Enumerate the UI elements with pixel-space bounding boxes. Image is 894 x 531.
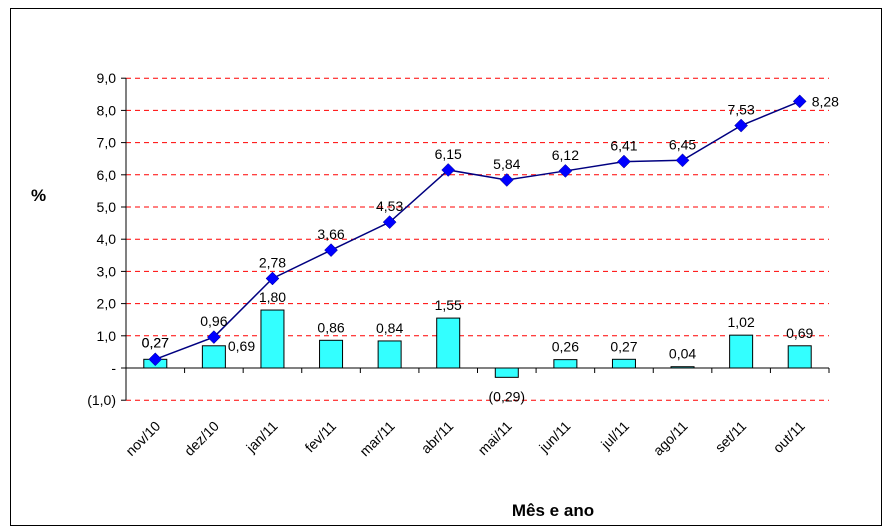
- x-tick-label: abr/11: [418, 418, 457, 457]
- x-tick-label: set/11: [712, 418, 750, 456]
- line-point: [148, 352, 163, 367]
- line-data-label: 6,45: [669, 136, 696, 152]
- axes: (1,0) - 1,0 2,0 3,0 4,0 5,0 6,0 7,0 8,0 9,0 nov/10 d…: [87, 70, 830, 460]
- line-point: [558, 164, 573, 178]
- y-tick-label: 7,0: [97, 135, 117, 151]
- bar: [670, 366, 695, 369]
- line-data-label: 8,28: [812, 93, 839, 109]
- y-axis-title: %: [31, 186, 46, 205]
- x-tick-label: mar/11: [356, 418, 398, 460]
- x-tick-label: out/11: [770, 418, 808, 456]
- y-tick-label: 2,0: [97, 296, 117, 312]
- line-point: [499, 173, 514, 187]
- bar-data-label: (0,29): [489, 388, 526, 404]
- bar: [377, 340, 402, 369]
- line-point: [382, 215, 397, 229]
- line-point: [734, 118, 748, 133]
- line-data-label: 4,53: [376, 198, 403, 214]
- line-data-label: 7,53: [728, 102, 755, 118]
- y-tick-label: 8,0: [97, 102, 117, 118]
- bar-data-label: 1,02: [728, 314, 755, 330]
- line-data-label: 6,15: [435, 146, 462, 162]
- bar-data-label: 0,26: [552, 339, 579, 355]
- y-tick-label: -: [111, 360, 116, 376]
- bar: [553, 359, 578, 369]
- bar-data-label: 0,69: [786, 325, 813, 341]
- bar-series: [143, 309, 812, 378]
- bar: [787, 345, 812, 369]
- bar: [201, 345, 226, 369]
- bar: [319, 339, 344, 369]
- line-data-label: 6,41: [610, 138, 637, 154]
- bar: [611, 358, 636, 369]
- x-tick-label: jan/11: [242, 418, 280, 456]
- line-point: [617, 154, 631, 169]
- line-data-label: 5,84: [493, 156, 520, 172]
- x-tick-label: fev/11: [302, 418, 340, 456]
- bar-data-label: 0,27: [610, 338, 637, 354]
- x-tick-label: jun/11: [535, 418, 573, 456]
- series-line: [155, 100, 800, 361]
- line-point: [207, 330, 221, 344]
- chart: (1,0) - 1,0 2,0 3,0 4,0 5,0 6,0 7,0 8,0 9,0 nov/10 d…: [31, 70, 840, 520]
- y-tick-label: 6,0: [97, 167, 117, 183]
- bar-data-label: 0,69: [228, 338, 255, 354]
- bar: [494, 367, 519, 378]
- line-point: [675, 153, 690, 168]
- bar-data-label: 0,27: [142, 334, 169, 350]
- line-series: [148, 94, 807, 367]
- y-tick-label: 1,0: [97, 328, 117, 344]
- bar-data-label: 0,86: [317, 319, 344, 335]
- bar-data-label: 1,55: [435, 297, 462, 313]
- y-tick-label: 3,0: [97, 263, 117, 279]
- line-point: [792, 94, 807, 109]
- line-point: [441, 163, 456, 177]
- bar: [436, 317, 461, 369]
- bar-data-label: 0,84: [376, 320, 403, 336]
- line-data-label: 0,96: [200, 313, 227, 329]
- x-tick-label: jul/11: [597, 418, 632, 453]
- line-point: [265, 271, 280, 286]
- gridlines: [126, 77, 829, 401]
- chart-frame: (1,0) - 1,0 2,0 3,0 4,0 5,0 6,0 7,0 8,0 9,0 nov/10 d…: [10, 8, 882, 526]
- bar-data-label: 0,04: [669, 346, 696, 362]
- line-point: [324, 243, 338, 258]
- y-tick-label: 4,0: [97, 231, 117, 247]
- x-tick-label: dez/10: [181, 418, 222, 459]
- y-tick-label: 5,0: [97, 199, 117, 215]
- line-data-label: 3,66: [317, 226, 344, 242]
- x-tick-label: nov/10: [122, 418, 163, 459]
- line-data-label: 6,12: [552, 147, 579, 163]
- y-tick-label: (1,0): [87, 392, 116, 408]
- data-labels: 0,27 0,96 2,78 3,66 4,53 6,15 5,84 6,12 6,41 6,45…: [142, 93, 840, 404]
- line-data-label: 0,27: [142, 334, 169, 350]
- bar: [729, 334, 754, 369]
- bar: [260, 309, 285, 369]
- bar-data-label: 1,80: [259, 289, 286, 305]
- x-tick-label: ago/11: [650, 418, 691, 459]
- line-data-label: 2,78: [259, 254, 286, 270]
- x-axis-title: Mês e ano: [512, 501, 594, 520]
- x-tick-label: mai/11: [475, 418, 515, 458]
- y-tick-label: 9,0: [97, 70, 117, 86]
